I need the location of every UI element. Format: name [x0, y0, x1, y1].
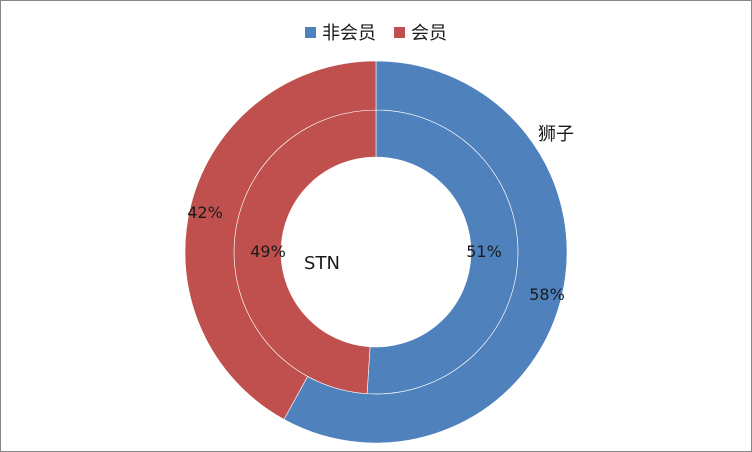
legend-label-non-member: 非会员 [322, 23, 376, 44]
legend: 非会员 会员 [0, 19, 752, 45]
slice-outer-1 [184, 60, 377, 420]
ring-label-inner: STN [304, 253, 340, 274]
slice-outer-0 [283, 60, 568, 444]
legend-item-member: 会员 [394, 19, 447, 45]
data-label-inner-0: 51% [466, 242, 502, 261]
ring-label-outer: 狮子 [538, 124, 574, 145]
legend-label-member: 会员 [411, 23, 447, 44]
legend-item-non-member: 非会员 [305, 19, 376, 45]
data-label-outer-0: 58% [529, 285, 565, 304]
legend-swatch-member [394, 26, 405, 38]
data-label-outer-1: 42% [187, 203, 223, 222]
legend-swatch-non-member [305, 26, 316, 38]
data-label-inner-1: 49% [250, 242, 286, 261]
